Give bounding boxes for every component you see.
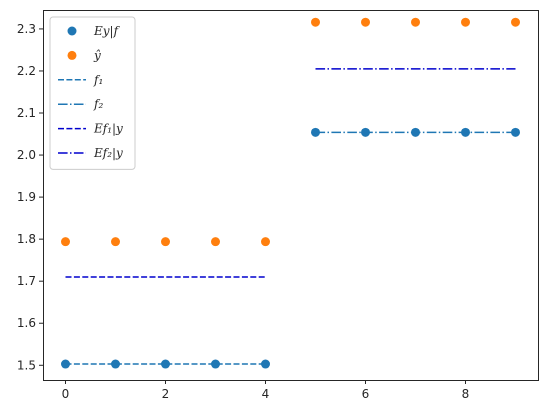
legend-label-2: f₁ (93, 73, 103, 87)
x-tick-label: 8 (462, 387, 470, 401)
data-point-series-0 (511, 127, 520, 137)
y-tick-label: 2.0 (17, 148, 36, 162)
data-point-series-1 (111, 237, 120, 247)
data-point-series-0 (211, 359, 220, 369)
y-tick-label: 2.1 (17, 106, 36, 120)
data-point-series-0 (361, 127, 370, 137)
data-point-series-0 (311, 127, 320, 137)
legend-label-0: Ey|f (93, 24, 121, 38)
data-point-series-0 (161, 359, 170, 369)
x-tick-label: 6 (362, 387, 370, 401)
data-point-series-1 (461, 17, 470, 27)
legend: Ey|f ŷ f₁ f₂ Ef₁|y Ef₂|y (49, 16, 136, 170)
data-point-series-1 (361, 17, 370, 27)
data-point-series-0 (411, 127, 420, 137)
legend-marker-1 (67, 50, 77, 60)
series-points (61, 17, 520, 369)
data-point-series-0 (111, 359, 120, 369)
legend-marker-0 (67, 26, 77, 36)
y-tick-label: 1.8 (17, 232, 36, 246)
y-tick-label: 1.9 (17, 190, 36, 204)
data-point-series-1 (211, 237, 220, 247)
y-tick-label: 2.3 (17, 22, 36, 36)
x-tick-label: 2 (162, 387, 170, 401)
x-tick-label: 4 (262, 387, 270, 401)
plot-area-frame (43, 10, 539, 381)
x-axis-ticks: 0 2 4 6 8 (62, 380, 470, 401)
y-tick-label: 1.6 (17, 316, 36, 330)
legend-label-5: Ef₂|y (93, 146, 123, 160)
data-point-series-0 (461, 127, 470, 137)
x-tick-label: 0 (62, 387, 70, 401)
data-point-series-1 (311, 17, 320, 27)
data-point-series-0 (261, 359, 270, 369)
y-tick-label: 1.5 (17, 358, 36, 372)
data-point-series-1 (411, 17, 420, 27)
legend-label-4: Ef₁|y (93, 122, 123, 136)
y-tick-label: 2.2 (17, 64, 36, 78)
y-axis-ticks: 1.5 1.6 1.7 1.8 1.9 2.0 2.1 2.2 2.3 (17, 22, 43, 372)
data-point-series-0 (61, 359, 70, 369)
data-point-series-1 (511, 17, 520, 27)
y-tick-label: 1.7 (17, 274, 36, 288)
data-point-series-1 (61, 237, 70, 247)
data-point-series-1 (161, 237, 170, 247)
legend-label-1: ŷ (93, 48, 101, 62)
data-point-series-1 (261, 237, 270, 247)
legend-label-3: f₂ (93, 97, 103, 111)
